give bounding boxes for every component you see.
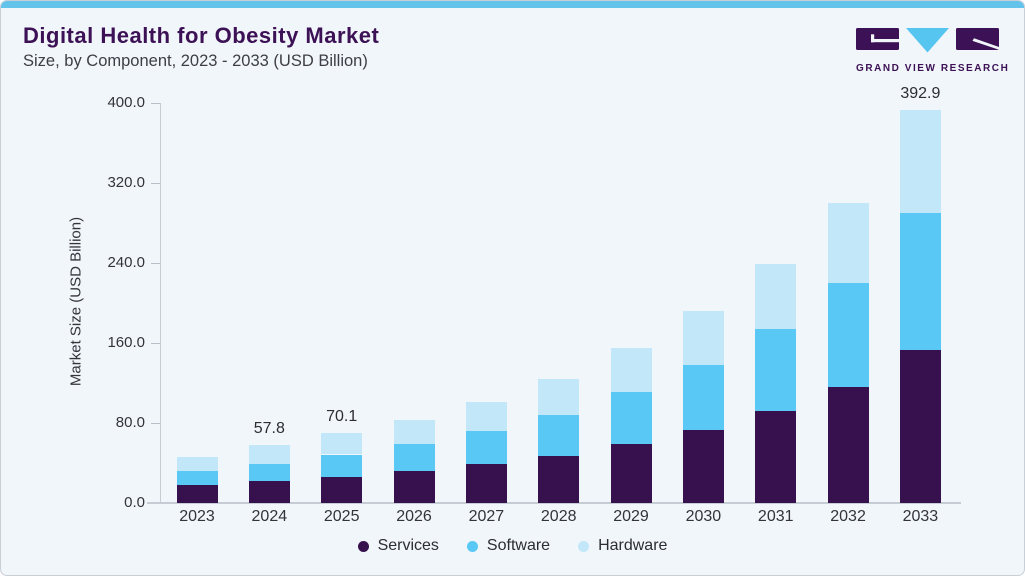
bar-segment-2026-services [393,471,435,503]
y-tick-label: 400.0 [107,94,145,111]
x-tick-label-2032: 2032 [830,508,866,525]
y-tick-label: 160.0 [107,334,145,351]
bar-segment-2024-services [248,481,290,503]
gvr-logo: GRAND VIEW RESEARCH [856,28,1010,74]
bar-segment-2030-software [682,365,724,430]
bar-segment-2033-software [899,212,941,350]
y-tick-label: 0.0 [124,494,145,511]
bar-segment-2023-software [176,470,218,485]
x-tick-label-2028: 2028 [540,508,577,525]
y-tick [151,102,160,104]
bar-segment-2024-software [248,463,290,481]
bar-segment-2029-hardware [610,347,652,392]
bar-segment-2028-services [538,455,580,503]
bar-segment-2026-hardware [393,420,435,444]
gvr-logo-text: GRAND VIEW RESEARCH [856,63,1010,74]
y-tick [151,262,160,264]
bar-segment-2023-hardware [176,456,218,471]
x-tick-label-2023: 2023 [179,508,215,525]
x-tick-label-2033: 2033 [902,508,939,525]
bar-segment-2032-services [827,386,869,503]
y-tick-label: 240.0 [107,254,145,271]
x-tick-label-2027: 2027 [468,508,505,525]
bar-segment-2028-hardware [538,378,580,415]
bar-segment-2031-services [755,410,797,503]
bar-segment-2033-services [899,350,941,503]
bar-segment-2025-hardware [321,432,363,455]
bar-segment-2030-hardware [682,311,724,365]
bar-segment-2031-software [755,329,797,411]
legend-label-hardware: Hardware [598,537,668,554]
y-tick [151,182,160,184]
bar-segment-2024-hardware [248,445,290,464]
bar-segment-2029-software [610,391,652,444]
bar-segment-2026-software [393,444,435,471]
top-accent-bar [1,1,1024,8]
y-tick-label: 80.0 [115,414,145,431]
legend-label-software: Software [486,537,551,554]
bar-total-label-2033: 392.9 [900,85,941,103]
bar-segment-2032-software [827,283,869,387]
bar-segment-2025-services [321,476,363,503]
x-tick-label-2026: 2026 [396,508,432,525]
chart-legend: Services Software Hardware [1,537,1024,555]
bar-segment-2032-hardware [827,202,869,283]
x-tick-label-2025: 2025 [323,508,360,525]
bar-segment-2033-hardware [899,110,941,213]
legend-label-services: Services [377,537,439,554]
bar-segment-2028-software [538,414,580,456]
legend-dot-hardware [578,540,590,552]
bar-segment-2023-services [176,485,218,503]
legend-item-hardware: Hardware [578,537,667,555]
gvr-logo-icon [856,28,999,53]
bar-segment-2031-hardware [755,263,797,329]
bar-segment-2029-services [610,443,652,503]
x-tick-label-2024: 2024 [251,508,288,525]
y-tick-label: 320.0 [107,174,145,191]
bar-total-label-2025: 70.1 [326,407,358,425]
bar-segment-2027-software [465,430,507,464]
x-axis-line [147,502,961,504]
bar-segment-2027-services [465,464,507,503]
y-tick [151,342,160,344]
page-title: Digital Health for Obesity Market [23,23,380,48]
bar-total-label-2024: 57.8 [253,420,285,438]
y-axis-line [160,103,161,503]
legend-item-software: Software [466,537,551,555]
bar-segment-2030-services [682,429,724,503]
legend-dot-services [357,540,369,552]
x-tick-label-2029: 2029 [613,508,649,525]
page-subtitle: Size, by Component, 2023 - 2033 (USD Bil… [23,52,368,70]
x-tick-label-2030: 2030 [685,508,722,525]
legend-dot-software [466,540,478,552]
bar-segment-2027-hardware [465,401,507,431]
bar-segment-2025-software [321,454,363,477]
legend-item-services: Services [357,537,439,555]
y-tick [151,422,160,424]
x-tick-label-2031: 2031 [757,508,794,525]
